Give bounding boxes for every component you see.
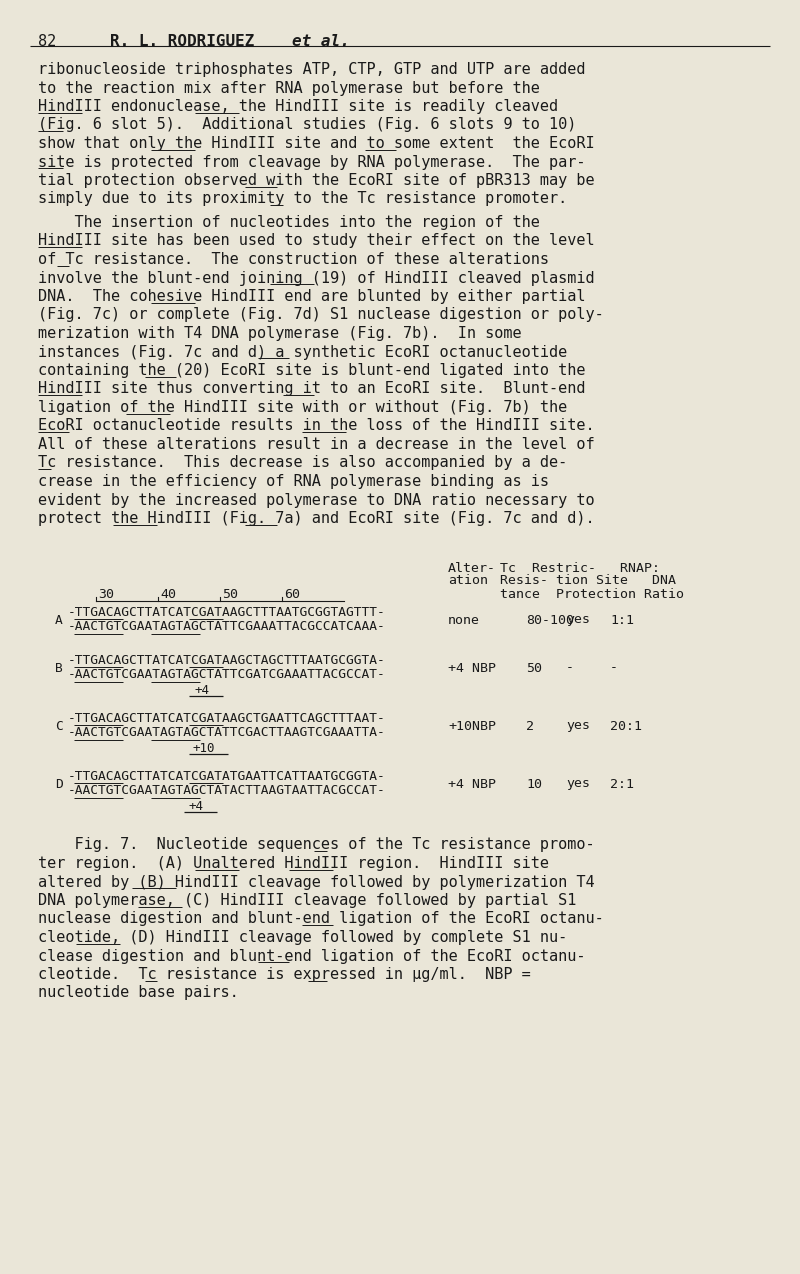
Text: HindIII endonuclease, the HindIII site is readily cleaved: HindIII endonuclease, the HindIII site i… <box>38 99 558 113</box>
Text: Tc  Restric-   RNAP:: Tc Restric- RNAP: <box>500 562 660 575</box>
Text: yes: yes <box>566 614 590 627</box>
Text: DNA polymerase, (C) HindIII cleavage followed by partial S1: DNA polymerase, (C) HindIII cleavage fol… <box>38 893 576 908</box>
Text: The insertion of nucleotides into the region of the: The insertion of nucleotides into the re… <box>38 215 540 231</box>
Text: 50: 50 <box>526 661 542 674</box>
Text: -: - <box>566 661 574 674</box>
Text: 1:1: 1:1 <box>610 614 634 627</box>
Text: HindIII site thus converting it to an EcoRI site.  Blunt-end: HindIII site thus converting it to an Ec… <box>38 381 586 396</box>
Text: 2: 2 <box>526 720 534 733</box>
Text: EcoRI octanucleotide results in the loss of the HindIII site.: EcoRI octanucleotide results in the loss… <box>38 418 594 433</box>
Text: -AACTGTCGAATAGTAGCTATTCGATCGAAATTACGCCAT-: -AACTGTCGAATAGTAGCTATTCGATCGAAATTACGCCAT… <box>68 669 386 682</box>
Text: containing the (20) EcoRI site is blunt-end ligated into the: containing the (20) EcoRI site is blunt-… <box>38 363 586 378</box>
Text: ation: ation <box>448 575 488 587</box>
Text: C: C <box>55 720 62 733</box>
Text: yes: yes <box>566 777 590 790</box>
Text: 80-100: 80-100 <box>526 614 574 627</box>
Text: simply due to its proximity to the Tc resistance promoter.: simply due to its proximity to the Tc re… <box>38 191 567 206</box>
Text: B: B <box>55 661 62 674</box>
Text: +4: +4 <box>194 684 210 697</box>
Text: cleotide.  Tc resistance is expressed in μg/ml.  NBP =: cleotide. Tc resistance is expressed in … <box>38 967 530 982</box>
Text: HindIII site has been used to study their effect on the level: HindIII site has been used to study thei… <box>38 233 594 248</box>
Text: -TTGACAGCTTATCATCGATATGAATTCATTAATGCGGTA-: -TTGACAGCTTATCATCGATATGAATTCATTAATGCGGTA… <box>68 769 386 782</box>
Text: +4: +4 <box>189 800 204 814</box>
Text: A: A <box>55 614 62 627</box>
Text: +10NBP: +10NBP <box>448 720 496 733</box>
Text: involve the blunt-end joining (19) of HindIII cleaved plasmid: involve the blunt-end joining (19) of Hi… <box>38 270 594 285</box>
Text: -AACTGTCGAATAGTAGCTATTCGAAATTACGCCATCAAA-: -AACTGTCGAATAGTAGCTATTCGAAATTACGCCATCAAA… <box>68 620 386 633</box>
Text: cleotide, (D) HindIII cleavage followed by complete S1 nu-: cleotide, (D) HindIII cleavage followed … <box>38 930 567 945</box>
Text: 60: 60 <box>284 587 300 600</box>
Text: -TTGACAGCTTATCATCGATAAGCTGAATTCAGCTTTAAT-: -TTGACAGCTTATCATCGATAAGCTGAATTCAGCTTTAAT… <box>68 711 386 725</box>
Text: evident by the increased polymerase to DNA ratio necessary to: evident by the increased polymerase to D… <box>38 493 594 507</box>
Text: DNA.  The cohesive HindIII end are blunted by either partial: DNA. The cohesive HindIII end are blunte… <box>38 289 586 304</box>
Text: (Fig. 6 slot 5).  Additional studies (Fig. 6 slots 9 to 10): (Fig. 6 slot 5). Additional studies (Fig… <box>38 117 576 132</box>
Text: 40: 40 <box>160 587 176 600</box>
Text: merization with T4 DNA polymerase (Fig. 7b).  In some: merization with T4 DNA polymerase (Fig. … <box>38 326 522 341</box>
Text: Alter-: Alter- <box>448 562 496 575</box>
Text: protect the HindIII (Fig. 7a) and EcoRI site (Fig. 7c and d).: protect the HindIII (Fig. 7a) and EcoRI … <box>38 511 594 526</box>
Text: D: D <box>55 777 62 790</box>
Text: 10: 10 <box>526 777 542 790</box>
Text: ligation of the HindIII site with or without (Fig. 7b) the: ligation of the HindIII site with or wit… <box>38 400 567 415</box>
Text: tance  Protection Ratio: tance Protection Ratio <box>500 587 684 600</box>
Text: +4 NBP: +4 NBP <box>448 777 496 790</box>
Text: 30: 30 <box>98 587 114 600</box>
Text: -AACTGTCGAATAGTAGCTATTCGACTTAAGTCGAAATTA-: -AACTGTCGAATAGTAGCTATTCGACTTAAGTCGAAATTA… <box>68 726 386 739</box>
Text: -TTGACAGCTTATCATCGATAAGCTTTAATGCGGTAGTTT-: -TTGACAGCTTATCATCGATAAGCTTTAATGCGGTAGTTT… <box>68 605 386 618</box>
Text: of Tc resistance.  The construction of these alterations: of Tc resistance. The construction of th… <box>38 252 549 268</box>
Text: +10: +10 <box>193 743 215 755</box>
Text: site is protected from cleavage by RNA polymerase.  The par-: site is protected from cleavage by RNA p… <box>38 154 586 169</box>
Text: -: - <box>610 661 618 674</box>
Text: nucleotide base pairs.: nucleotide base pairs. <box>38 986 238 1000</box>
Text: +4 NBP: +4 NBP <box>448 661 496 674</box>
Text: to the reaction mix after RNA polymerase but before the: to the reaction mix after RNA polymerase… <box>38 80 540 96</box>
Text: (Fig. 7c) or complete (Fig. 7d) S1 nuclease digestion or poly-: (Fig. 7c) or complete (Fig. 7d) S1 nucle… <box>38 307 604 322</box>
Text: 20:1: 20:1 <box>610 720 642 733</box>
Text: nuclease digestion and blunt-end ligation of the EcoRI octanu-: nuclease digestion and blunt-end ligatio… <box>38 911 604 926</box>
Text: All of these alterations result in a decrease in the level of: All of these alterations result in a dec… <box>38 437 594 452</box>
Text: show that only the HindIII site and to some extent  the EcoRI: show that only the HindIII site and to s… <box>38 136 594 152</box>
Text: crease in the efficiency of RNA polymerase binding as is: crease in the efficiency of RNA polymera… <box>38 474 549 489</box>
Text: Fig. 7.  Nucleotide sequences of the Tc resistance promo-: Fig. 7. Nucleotide sequences of the Tc r… <box>38 837 594 852</box>
Text: -AACTGTCGAATAGTAGCTATACTTAAGTAATTACGCCAT-: -AACTGTCGAATAGTAGCTATACTTAAGTAATTACGCCAT… <box>68 785 386 798</box>
Text: Tc resistance.  This decrease is also accompanied by a de-: Tc resistance. This decrease is also acc… <box>38 456 567 470</box>
Text: clease digestion and blunt-end ligation of the EcoRI octanu-: clease digestion and blunt-end ligation … <box>38 949 586 963</box>
Text: -TTGACAGCTTATCATCGATAAGCTAGCTTTAATGCGGTA-: -TTGACAGCTTATCATCGATAAGCTAGCTTTAATGCGGTA… <box>68 654 386 666</box>
Text: 2:1: 2:1 <box>610 777 634 790</box>
Text: none: none <box>448 614 480 627</box>
Text: instances (Fig. 7c and d) a synthetic EcoRI octanucleotide: instances (Fig. 7c and d) a synthetic Ec… <box>38 344 567 359</box>
Text: yes: yes <box>566 720 590 733</box>
Text: et al.: et al. <box>292 34 350 48</box>
Text: 50: 50 <box>222 587 238 600</box>
Text: altered by (B) HindIII cleavage followed by polymerization T4: altered by (B) HindIII cleavage followed… <box>38 874 594 889</box>
Text: R. L. RODRIGUEZ: R. L. RODRIGUEZ <box>110 34 264 48</box>
Text: ribonucleoside triphosphates ATP, CTP, GTP and UTP are added: ribonucleoside triphosphates ATP, CTP, G… <box>38 62 586 76</box>
Text: Resis- tion Site   DNA: Resis- tion Site DNA <box>500 575 676 587</box>
Text: 82: 82 <box>38 34 56 48</box>
Text: ter region.  (A) Unaltered HindIII region.  HindIII site: ter region. (A) Unaltered HindIII region… <box>38 856 549 871</box>
Text: tial protection observed with the EcoRI site of pBR313 may be: tial protection observed with the EcoRI … <box>38 173 594 189</box>
